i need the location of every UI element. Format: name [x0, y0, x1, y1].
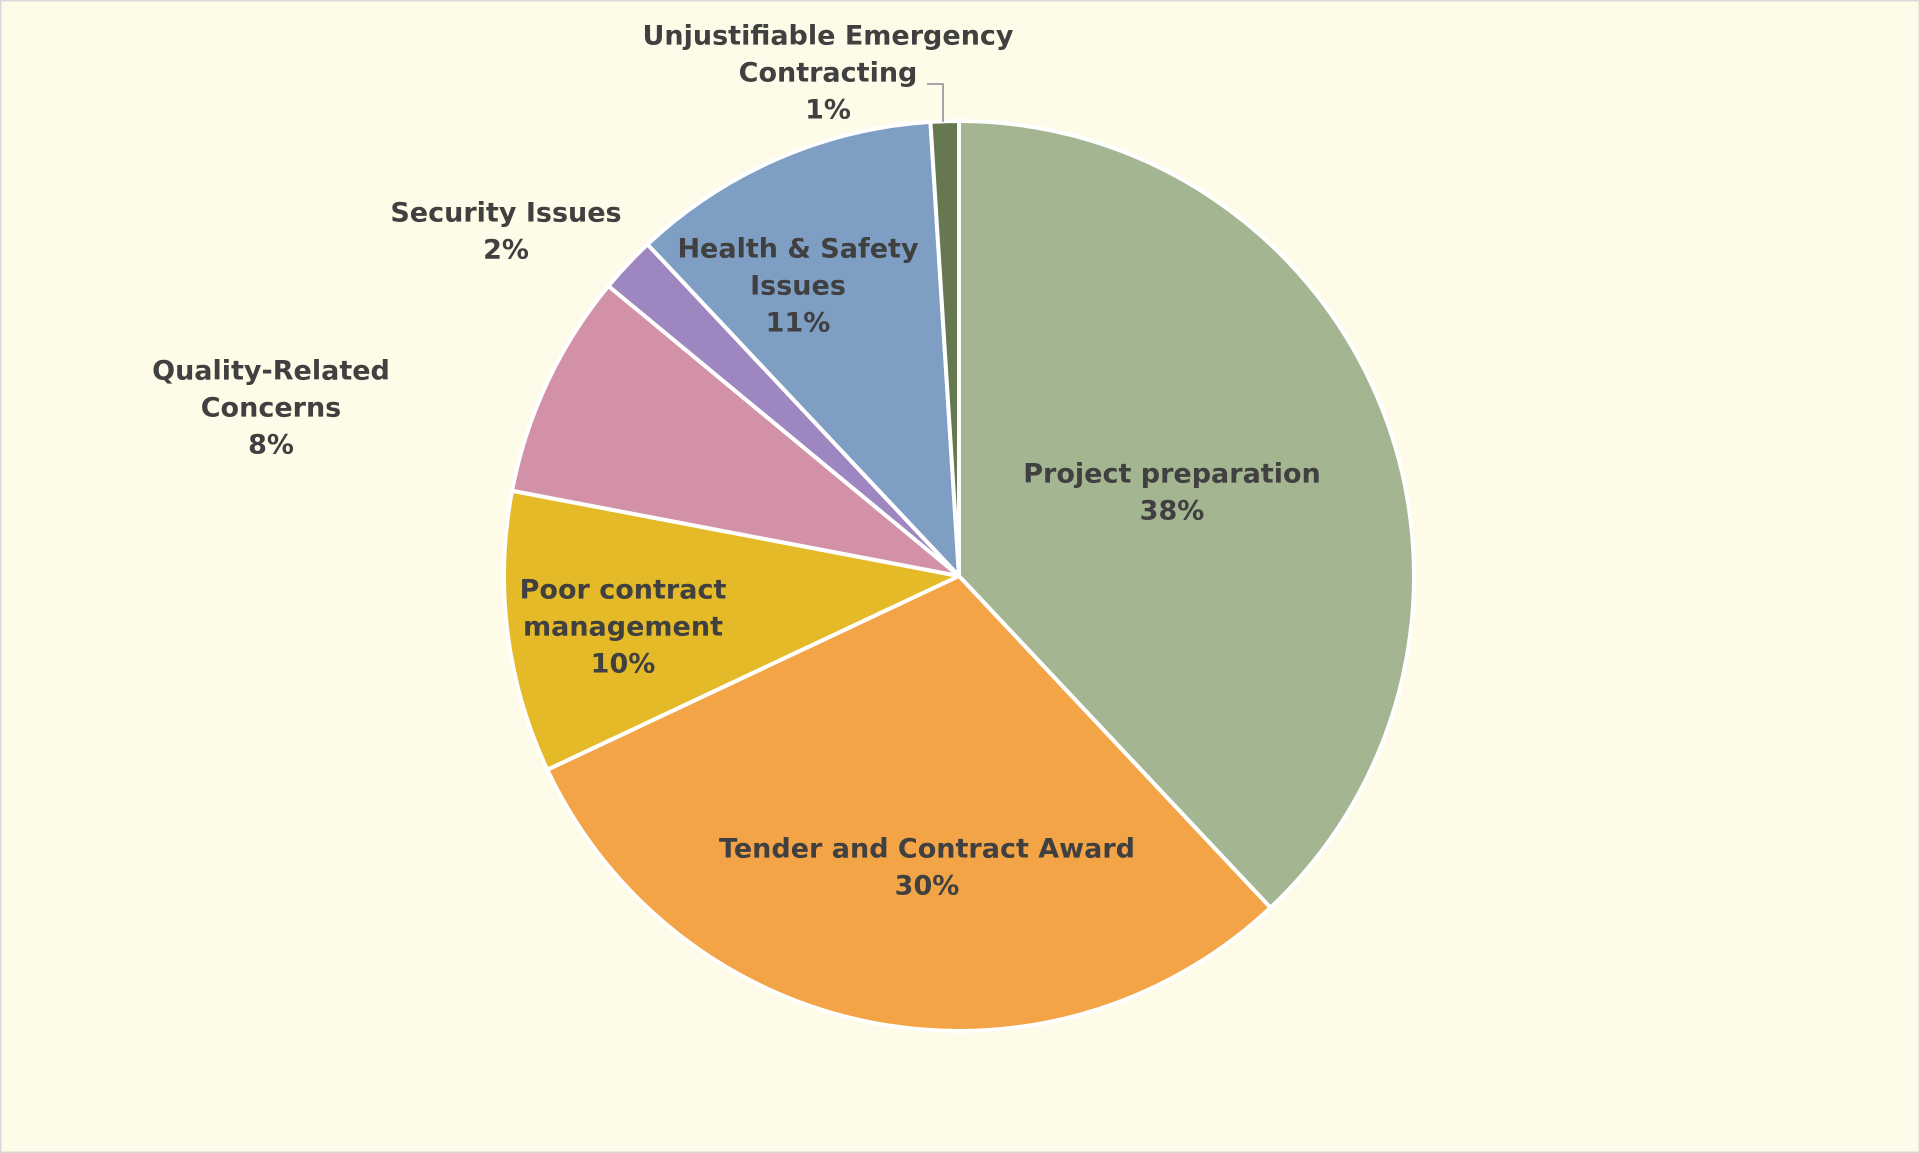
data-label: Tender and Contract Award	[719, 834, 1135, 865]
pie-slice-tender-and-contract-award	[545, 574, 1273, 1033]
data-label: 8%	[248, 430, 294, 461]
data-label: 1%	[805, 95, 851, 126]
data-label: Concerns	[201, 393, 342, 424]
data-label: Quality-Related	[152, 356, 390, 387]
data-label: Project preparation	[1023, 459, 1321, 490]
data-label: Security Issues	[390, 198, 621, 229]
data-label: Unjustifiable Emergency	[642, 21, 1013, 52]
data-label: 30%	[895, 871, 960, 902]
data-label: management	[523, 612, 723, 643]
pie-slice-unjustifiable-emergency-contracting	[928, 119, 961, 578]
pie-slice-quality-related-concerns	[510, 283, 961, 578]
pie-slice-health-safety-issues	[645, 119, 961, 578]
data-label: 38%	[1140, 496, 1205, 527]
data-label: 2%	[483, 235, 529, 266]
pie-slice-project-preparation	[957, 119, 1416, 910]
pie-slice-poor-contract-management	[502, 488, 961, 772]
data-label: 10%	[591, 649, 656, 680]
data-label: Poor contract	[520, 575, 727, 606]
data-label: 11%	[766, 308, 831, 339]
leader-line-unjustifiable	[927, 83, 944, 122]
data-label: Health & Safety	[677, 234, 918, 265]
data-label: Contracting	[739, 58, 918, 89]
data-label: Issues	[750, 271, 846, 302]
